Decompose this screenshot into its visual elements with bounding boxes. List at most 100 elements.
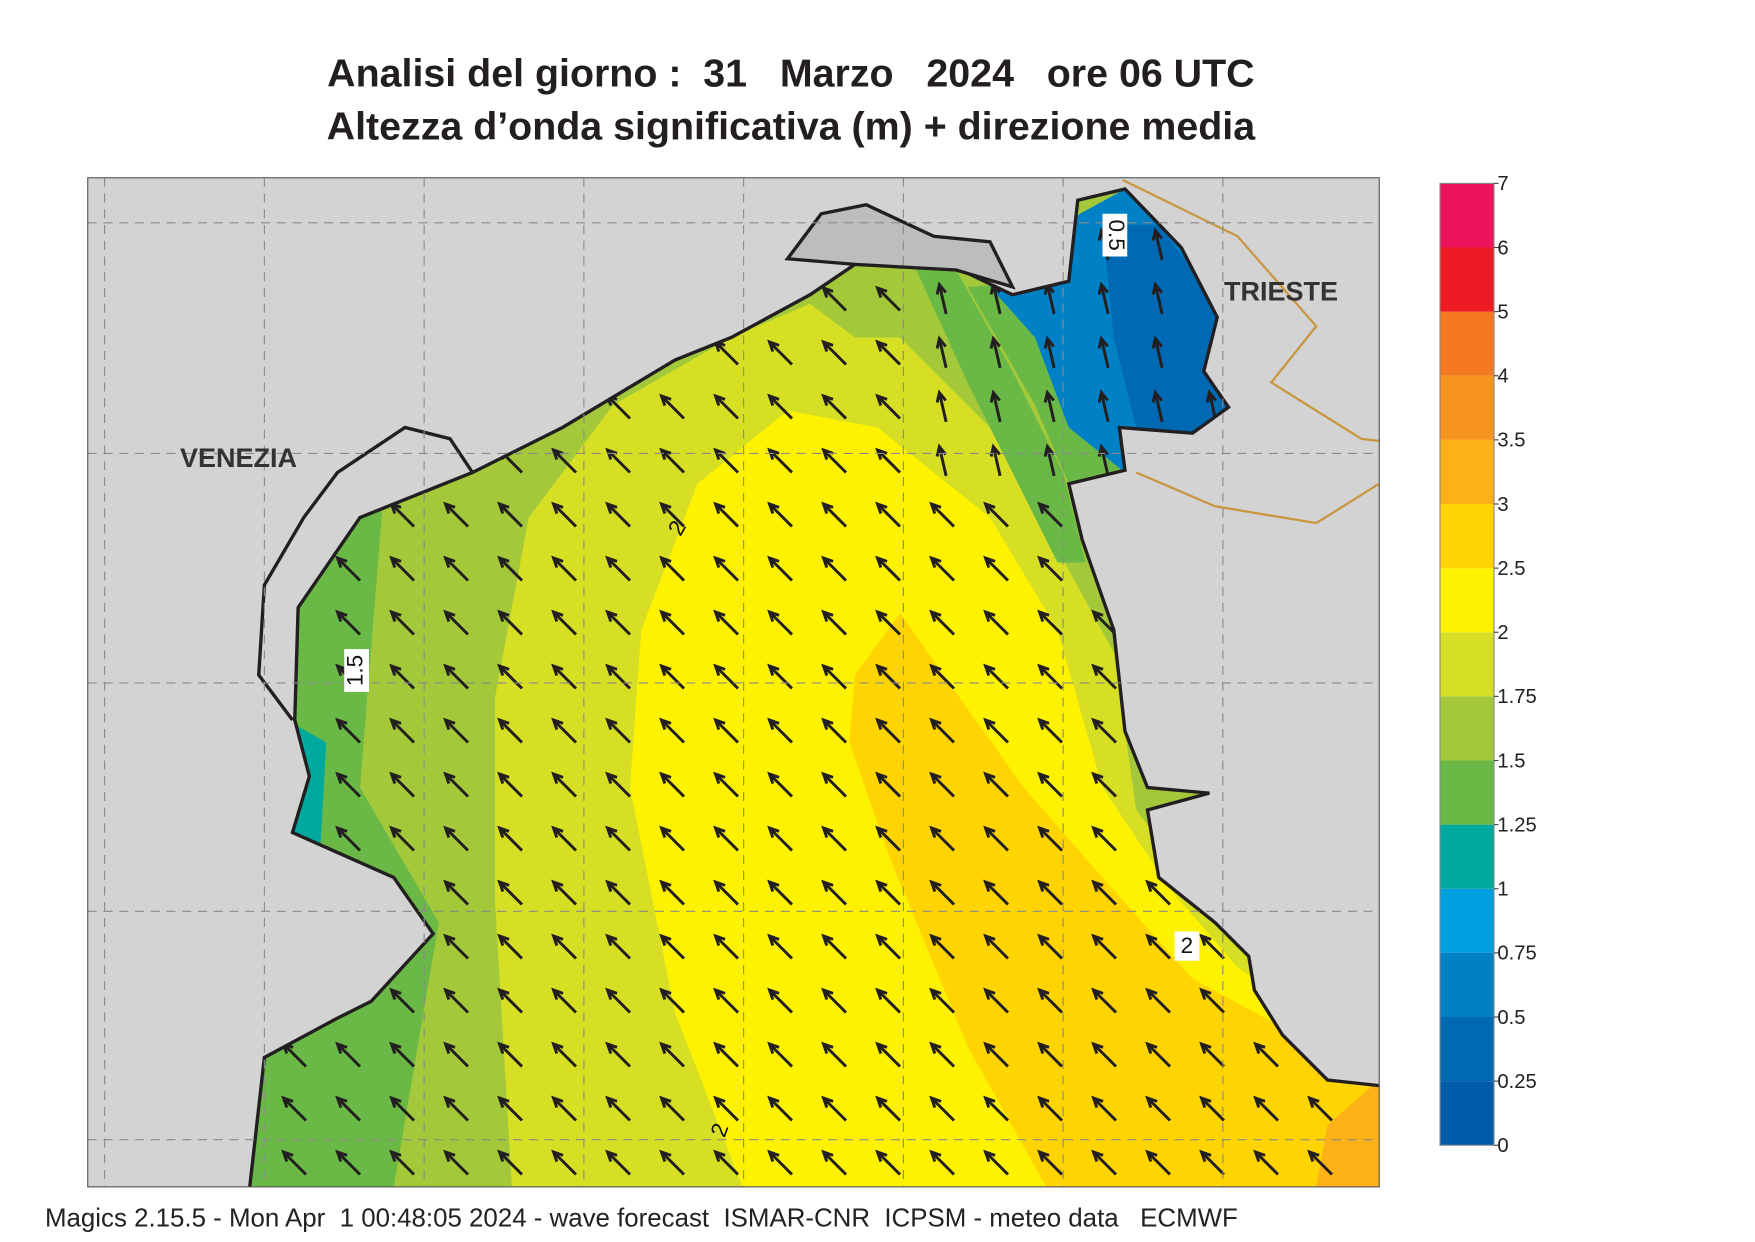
arrow [983,1149,1010,1176]
arrow [443,501,470,528]
arrow [767,879,794,906]
arrow [767,393,794,420]
arrow [443,1095,470,1122]
grid [87,177,1380,1187]
arrow [1145,879,1172,906]
arrow [497,879,524,906]
arrow [767,1095,794,1122]
title-line: Analisi del giorno : 31 Marzo 2024 ore 0… [327,52,1254,96]
arrow [1037,987,1064,1014]
arrow [659,1095,686,1122]
arrow [767,1041,794,1068]
arrow [497,663,524,690]
zone [849,613,1380,1187]
arrow [713,393,740,420]
arrow [605,825,632,852]
arrow [821,771,848,798]
colorbar-tick-label: 2 [1497,622,1508,644]
arrow [551,501,578,528]
arrow [335,717,362,744]
colorbar-tick-label: 1 [1497,879,1508,901]
arrow [1151,335,1164,369]
colorbar-tick-label: 6 [1497,237,1508,259]
place-label: VENEZIA [180,443,297,473]
label-box [1102,213,1128,257]
colorbar-band [1440,696,1494,761]
arrow [929,663,956,690]
arrow [983,663,1010,690]
colorbar-tick-label: 2.5 [1497,558,1525,580]
arrow [983,987,1010,1014]
arrow [821,933,848,960]
map-frame [87,177,1380,1188]
arrow [713,987,740,1014]
arrow [767,663,794,690]
arrow [443,1041,470,1068]
arrow [929,1149,956,1176]
colorbar-tick-label: 7 [1497,173,1508,195]
arrow [659,717,686,744]
colorbar-band [1440,504,1494,569]
arrow [875,1041,902,1068]
arrow [929,825,956,852]
arrow [1199,987,1226,1014]
arrow [659,1149,686,1176]
arrow [605,717,632,744]
colorbar-band [1440,1081,1494,1146]
arrow [1199,1149,1226,1176]
arrow [443,933,470,960]
arrow [1043,389,1056,423]
arrow [497,717,524,744]
arrow [1037,879,1064,906]
colorbar-tick-label: 1.25 [1497,814,1536,836]
arrow [659,555,686,582]
lagoon [784,202,1016,290]
arrow [1253,1095,1280,1122]
arrow [713,1149,740,1176]
arrow [983,501,1010,528]
arrow [713,771,740,798]
arrow [767,339,794,366]
arrow [821,717,848,744]
arrow [875,771,902,798]
colorbar-tick-label: 0.75 [1497,943,1536,965]
arrow [659,663,686,690]
arrow [605,1095,632,1122]
arrow [875,663,902,690]
arrow [335,825,362,852]
arrow [605,609,632,636]
arrow [875,555,902,582]
arrow [875,825,902,852]
arrow [1037,825,1064,852]
arrow [443,771,470,798]
arrow [551,1095,578,1122]
arrow [767,933,794,960]
zone [1316,1080,1380,1187]
arrow [551,1149,578,1176]
arrow [659,393,686,420]
arrow [605,663,632,690]
arrow [875,717,902,744]
arrow [551,825,578,852]
arrow [983,555,1010,582]
arrow [983,1095,1010,1122]
arrow [929,1041,956,1068]
arrow [443,987,470,1014]
arrow [1091,1041,1118,1068]
arrow [1091,1095,1118,1122]
arrow [1097,281,1110,315]
arrow [659,501,686,528]
arrow [713,825,740,852]
arrow [389,1041,416,1068]
arrow [929,987,956,1014]
arrow [335,771,362,798]
colorbar-band [1440,311,1494,376]
arrow [659,825,686,852]
zone [1102,225,1238,450]
arrow [929,717,956,744]
colorbar-band [1440,568,1494,633]
arrow [551,663,578,690]
arrow [875,1095,902,1122]
arrow [983,825,1010,852]
arrow [935,389,948,423]
